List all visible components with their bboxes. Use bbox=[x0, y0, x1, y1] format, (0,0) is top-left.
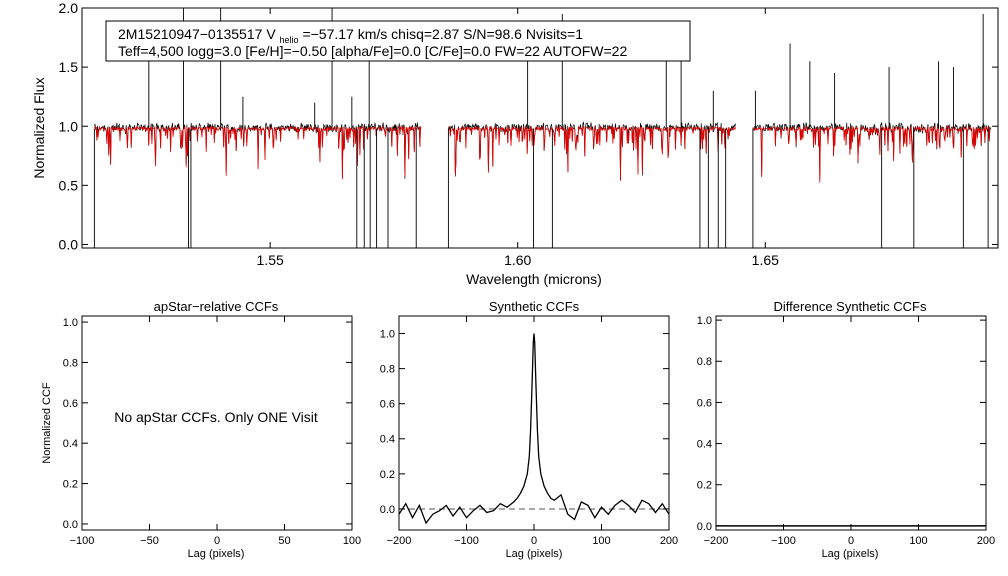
apstar-ccf-x-label: Lag (pixels) bbox=[188, 548, 245, 560]
synthetic-ccf-line bbox=[398, 333, 670, 525]
synthetic-ccf-x-tick-label-1: −100 bbox=[454, 535, 479, 547]
difference-ccf-x-tick-label-2: 0 bbox=[848, 535, 854, 547]
synthetic-ccf-y-tick-label-4: 0.8 bbox=[380, 364, 395, 376]
synthetic-ccf-frame bbox=[398, 315, 670, 531]
spectrum-y-tick-label-2: 1.0 bbox=[59, 118, 79, 134]
bad-pixel-drops bbox=[93, 128, 989, 248]
difference-ccf-y-tick-label-1: 0.2 bbox=[697, 480, 712, 492]
synthetic-ccf-x-tick-label-2: 0 bbox=[531, 535, 537, 547]
difference-ccf-y-tick-label-2: 0.4 bbox=[697, 439, 712, 451]
spectrum-y-tick-label-1: 0.5 bbox=[59, 177, 79, 193]
synthetic-ccf-y-tick-label-0: 0.0 bbox=[380, 504, 395, 516]
difference-ccf-panel: Difference Synthetic CCFs −200 −100 0 100 20… bbox=[697, 299, 995, 560]
spectrum-frame bbox=[81, 7, 999, 249]
difference-ccf-x-label: Lag (pixels) bbox=[822, 548, 879, 560]
observed-spectrum-series bbox=[94, 121, 991, 181]
apstar-ccf-y-tick-label-5: 1.0 bbox=[63, 317, 78, 329]
synthetic-ccf-x-ticks: −200 −100 0 100 200 bbox=[387, 316, 678, 547]
spectrum-panel: 1.55 1.60 1.65 0.0 0.5 1.0 1.5 2.0 2M15210947−… bbox=[31, 0, 999, 287]
difference-ccf-x-tick-label-1: −100 bbox=[771, 535, 796, 547]
synthetic-ccf-x-tick-label-0: −200 bbox=[387, 535, 412, 547]
difference-ccf-x-tick-label-0: −200 bbox=[704, 535, 729, 547]
apstar-ccf-y-tick-label-0: 0.0 bbox=[63, 519, 78, 531]
spectrum-y-tick-label-0: 0.0 bbox=[59, 236, 79, 252]
synthetic-ccf-series bbox=[398, 333, 670, 525]
apstar-ccf-panel: apStar−relative CCFs −100 −50 0 50 100 0.00.… bbox=[41, 299, 361, 560]
difference-ccf-title: Difference Synthetic CCFs bbox=[774, 299, 927, 314]
apstar-ccf-x-ticks: −100 −50 0 50 100 bbox=[70, 316, 361, 547]
model-spectrum-chip-2 bbox=[448, 125, 736, 181]
apstar-ccf-x-tick-label-2: 0 bbox=[214, 535, 220, 547]
difference-ccf-x-tick-label-4: 200 bbox=[977, 535, 995, 547]
apstar-ccf-y-tick-label-3: 0.6 bbox=[63, 398, 78, 410]
apstar-ccf-y-tick-label-2: 0.4 bbox=[63, 438, 78, 450]
difference-ccf-y-tick-label-5: 1.0 bbox=[697, 315, 712, 327]
synthetic-ccf-y-ticks: 0.0 0.2 0.4 0.6 0.8 1.0 bbox=[380, 329, 669, 516]
model-spectrum-chip-3 bbox=[752, 125, 991, 183]
spectrum-x-tick-label-1: 1.60 bbox=[504, 252, 531, 268]
apstar-ccf-x-tick-label-1: −50 bbox=[140, 535, 159, 547]
difference-ccf-frame bbox=[715, 315, 987, 531]
spectrum-x-label: Wavelength (microns) bbox=[466, 271, 602, 287]
difference-ccf-y-tick-label-3: 0.6 bbox=[697, 397, 712, 409]
chisq-value: chisq=2.87 bbox=[391, 26, 459, 42]
spectrum-x-ticks: 1.55 1.60 1.65 bbox=[257, 8, 779, 268]
star-id: 2M15210947−0135517 bbox=[118, 26, 263, 42]
spectrum-y-tick-label-4: 2.0 bbox=[59, 0, 79, 16]
apstar-ccf-x-tick-label-3: 50 bbox=[278, 535, 290, 547]
spectrum-x-tick-label-0: 1.55 bbox=[257, 252, 284, 268]
apstar-ccf-y-tick-label-4: 0.8 bbox=[63, 357, 78, 369]
synthetic-ccf-y-tick-label-1: 0.2 bbox=[380, 469, 395, 481]
apstar-ccf-y-ticks: 0.0 0.2 0.4 0.6 0.8 1.0 bbox=[63, 317, 352, 531]
synthetic-ccf-title: Synthetic CCFs bbox=[489, 299, 580, 314]
synthetic-ccf-x-tick-label-4: 200 bbox=[660, 535, 678, 547]
vhelio-subscript: helio bbox=[280, 35, 299, 45]
difference-ccf-y-tick-label-0: 0.0 bbox=[697, 521, 712, 533]
spectrum-x-tick-label-2: 1.65 bbox=[752, 252, 779, 268]
spectrum-y-label: Normalized Flux bbox=[31, 77, 47, 178]
difference-ccf-y-tick-label-4: 0.8 bbox=[697, 356, 712, 368]
apstar-ccf-y-label: Normalized CCF bbox=[41, 382, 53, 464]
synthetic-ccf-x-label: Lag (pixels) bbox=[506, 548, 563, 560]
synthetic-ccf-y-tick-label-2: 0.4 bbox=[380, 434, 395, 446]
synthetic-ccf-panel: Synthetic CCFs −200 −100 0 100 200 0.0 0.2 0.4… bbox=[380, 299, 678, 560]
info-line-1: 2M15210947−0135517 V helio =−57.17 km/s … bbox=[118, 26, 583, 46]
spectrum-y-tick-label-3: 1.5 bbox=[59, 59, 79, 75]
difference-ccf-x-ticks: −200 −100 0 100 200 bbox=[704, 316, 995, 547]
model-spectrum-chip-1 bbox=[94, 125, 422, 180]
nvisits-value: Nvisits=1 bbox=[526, 26, 583, 42]
difference-ccf-y-ticks: 0.0 0.2 0.4 0.6 0.8 1.0 bbox=[697, 315, 986, 533]
apstar-ccf-title: apStar−relative CCFs bbox=[154, 299, 279, 314]
model-spectrum-series bbox=[94, 125, 991, 183]
synthetic-ccf-y-tick-label-5: 1.0 bbox=[380, 329, 395, 341]
no-ccf-message: No apStar CCFs. Only ONE Visit bbox=[114, 409, 318, 425]
spectrum-y-ticks: 0.0 0.5 1.0 1.5 2.0 bbox=[59, 0, 998, 252]
synthetic-ccf-x-tick-label-3: 100 bbox=[592, 535, 610, 547]
info-box bbox=[105, 20, 691, 62]
info-line-2: Teff=4,500 logg=3.0 [Fe/H]=−0.50 [alpha/… bbox=[118, 43, 627, 59]
vhelio-prefix: V bbox=[266, 26, 276, 42]
apstar-ccf-y-tick-label-1: 0.2 bbox=[63, 479, 78, 491]
difference-ccf-x-tick-label-3: 100 bbox=[909, 535, 927, 547]
vhelio-value: =−57.17 km/s bbox=[302, 26, 387, 42]
apstar-ccf-x-tick-label-4: 100 bbox=[343, 535, 361, 547]
snr-value: S/N=98.6 bbox=[463, 26, 522, 42]
synthetic-ccf-y-tick-label-3: 0.6 bbox=[380, 399, 395, 411]
apstar-ccf-x-tick-label-0: −100 bbox=[70, 535, 95, 547]
